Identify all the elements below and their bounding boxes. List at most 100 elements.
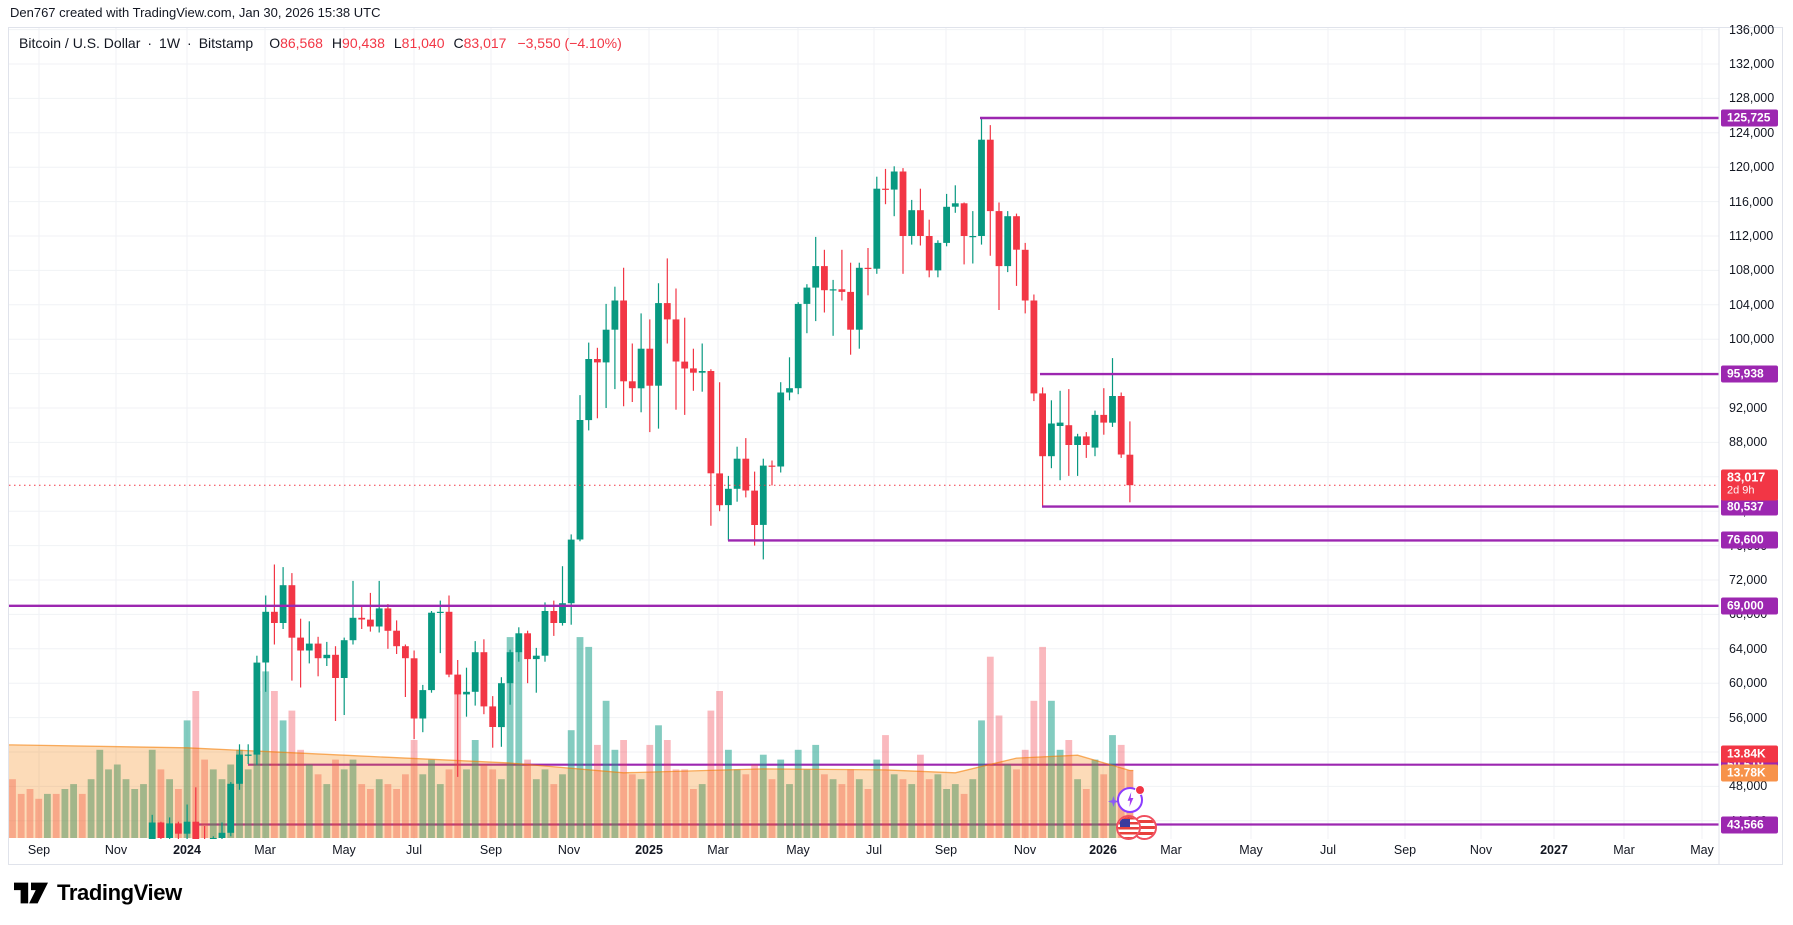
candle xyxy=(663,303,671,320)
candle xyxy=(192,821,200,839)
volume-bar xyxy=(271,691,278,838)
candle xyxy=(358,617,366,620)
volume-bar xyxy=(288,710,296,838)
volume-bar xyxy=(166,779,173,838)
time-axis[interactable]: Sep Nov 2024 Mar May Jul Sep Nov 2025 Mar May Jul Se… xyxy=(9,839,1719,865)
open-value: 86,568 xyxy=(280,35,323,51)
y-axis-tick: 72,000 xyxy=(1729,573,1768,587)
volume-bar xyxy=(148,749,156,838)
candle xyxy=(367,619,374,627)
x-axis-tick: Nov xyxy=(1469,843,1493,857)
x-axis-tick: Nov xyxy=(1013,843,1037,857)
volume-bar xyxy=(855,779,863,838)
y-axis-tick: 88,000 xyxy=(1729,435,1768,450)
legend-separator: · xyxy=(147,35,153,51)
candle xyxy=(1109,396,1116,423)
candle xyxy=(594,359,601,363)
interval-label[interactable]: 1W xyxy=(159,35,181,51)
candle xyxy=(908,210,916,236)
candles xyxy=(148,118,1134,839)
volume-bar xyxy=(812,744,820,838)
volume-bar xyxy=(821,774,828,838)
candle xyxy=(489,706,497,727)
attribution-text: Den767 created with TradingView.com, Jan… xyxy=(10,5,381,20)
volume-bar xyxy=(279,720,287,838)
candle xyxy=(227,783,235,833)
volume-bar xyxy=(768,779,776,838)
price-axis[interactable]: 136,000 132,000 128,000 124,000 120,000 116,0… xyxy=(1719,23,1783,839)
price-chart-canvas[interactable] xyxy=(9,28,1782,864)
candle xyxy=(419,690,427,719)
candle xyxy=(978,139,985,236)
volume-bar xyxy=(428,759,435,838)
volume-bar xyxy=(340,769,348,838)
candle xyxy=(751,490,758,525)
level-price-badge: 125,725 xyxy=(1721,109,1778,127)
economic-events-icon[interactable] xyxy=(1116,815,1158,841)
volume-bar xyxy=(733,769,741,838)
candle xyxy=(524,633,531,660)
volume-bar xyxy=(698,784,706,838)
volume-bar xyxy=(52,793,60,838)
volume-bar xyxy=(384,784,392,838)
x-axis-tick: May xyxy=(332,843,356,857)
symbol-title[interactable]: Bitcoin / U.S. Dollar xyxy=(19,35,141,51)
y-axis-tick: 132,000 xyxy=(1729,57,1775,71)
x-axis-tick: Jul xyxy=(866,843,882,857)
volume-bar xyxy=(87,779,95,838)
volume-ma-area xyxy=(9,744,1134,838)
candle xyxy=(1030,300,1038,394)
candle xyxy=(768,465,776,467)
candle xyxy=(716,473,723,506)
volume-bar xyxy=(419,774,427,838)
volume-bar xyxy=(899,779,907,838)
x-axis-tick: Jul xyxy=(406,843,422,857)
volume-bar xyxy=(35,798,43,838)
candle xyxy=(838,289,846,292)
volume-bar xyxy=(611,749,619,838)
candle xyxy=(628,381,636,389)
boost-lightning-icon[interactable] xyxy=(1108,785,1145,813)
candle xyxy=(480,652,488,707)
candle xyxy=(305,643,313,651)
volume-bar xyxy=(1109,735,1116,838)
candle xyxy=(157,822,165,838)
volume-bar xyxy=(1091,759,1099,838)
sparkle-icon xyxy=(1108,796,1119,807)
volume-bar xyxy=(96,749,104,838)
volume-bar xyxy=(297,749,304,838)
y-axis-tick: 100,000 xyxy=(1729,332,1775,347)
volume-bar xyxy=(236,749,243,838)
candle xyxy=(707,371,715,474)
volume-bar xyxy=(1082,789,1090,838)
candle xyxy=(1013,216,1020,250)
ohlc-values: O86,568 H90,438 L81,040 C83,017 −3,550 (−4.1… xyxy=(269,35,622,51)
candle xyxy=(960,203,968,236)
volume-bar xyxy=(620,740,627,838)
candle xyxy=(340,640,348,678)
y-axis-tick: 60,000 xyxy=(1729,676,1768,691)
tradingview-logo[interactable]: TradingView xyxy=(14,880,182,906)
volume-bar xyxy=(917,754,924,838)
volume-bar xyxy=(969,779,977,838)
y-axis-tick: 56,000 xyxy=(1729,710,1768,725)
candle xyxy=(506,652,514,684)
candle xyxy=(1065,425,1073,445)
x-axis-tick: Mar xyxy=(707,843,729,857)
volume-bar xyxy=(690,789,697,838)
candle xyxy=(611,300,619,330)
y-axis-tick: 124,000 xyxy=(1729,125,1775,140)
candle xyxy=(1082,436,1090,445)
candle xyxy=(332,654,339,678)
candle xyxy=(1056,422,1064,426)
volume-bar xyxy=(655,725,662,838)
chart-widget: Bitcoin / U.S. Dollar · 1W · Bitstamp O86,568… xyxy=(8,23,1783,865)
candle xyxy=(567,539,575,604)
candle xyxy=(559,603,566,623)
y-axis-tick: 108,000 xyxy=(1729,263,1775,278)
volume-ma-badge: 13.78K xyxy=(1721,764,1778,782)
volume-bar xyxy=(541,769,549,838)
candle xyxy=(209,838,217,839)
candle xyxy=(410,658,418,719)
volume-bar xyxy=(1030,700,1038,838)
